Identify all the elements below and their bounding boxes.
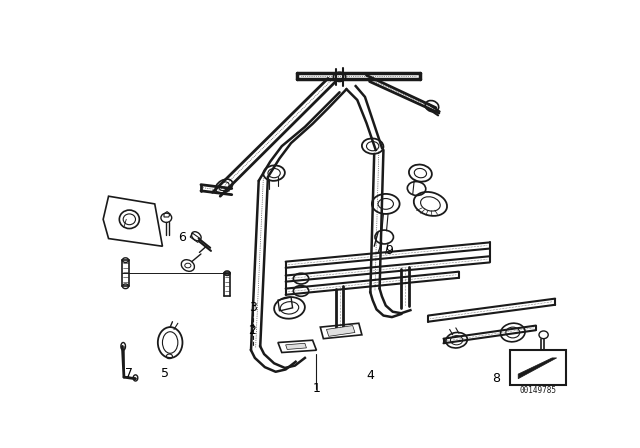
Text: 8: 8 [492,372,500,385]
Text: 1: 1 [312,382,321,395]
Text: 5: 5 [161,367,169,380]
Polygon shape [326,326,355,336]
Text: 9: 9 [386,244,394,257]
Text: 4: 4 [367,369,374,382]
Text: 7: 7 [125,367,133,380]
Text: 00149785: 00149785 [520,386,557,396]
Polygon shape [518,358,557,379]
Polygon shape [285,343,307,349]
Bar [511,350,566,385]
Text: 3: 3 [248,302,257,314]
Text: 2: 2 [248,324,257,337]
Text: 6: 6 [178,231,186,244]
